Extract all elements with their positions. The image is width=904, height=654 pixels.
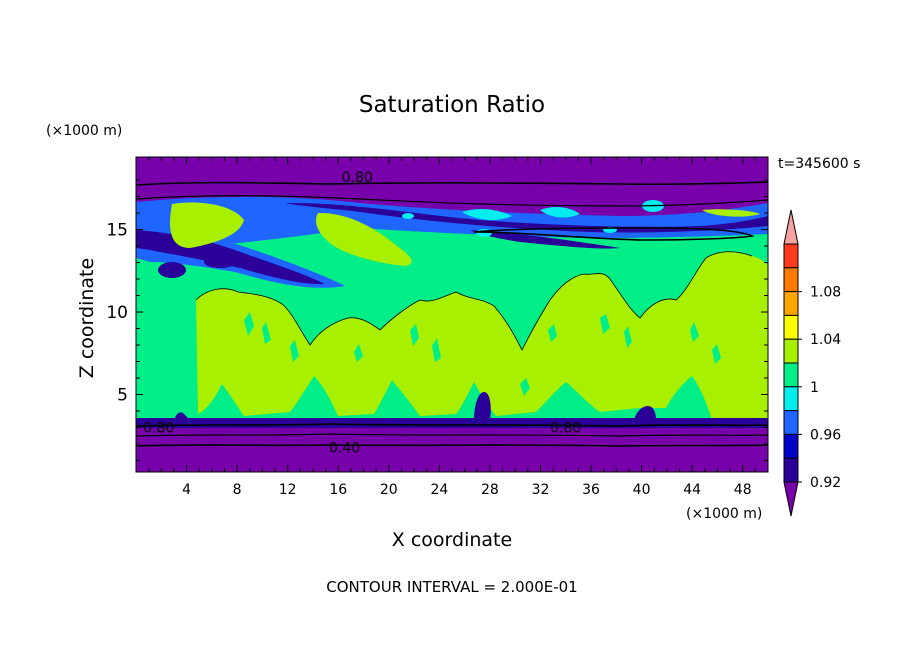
y-units-label: (×1000 m) <box>46 123 122 139</box>
colorbar-bin <box>783 338 799 364</box>
x-tick-label: 8 <box>233 482 242 498</box>
contour-label: 0.40 <box>329 440 360 456</box>
region-bump-27km <box>474 392 491 420</box>
colorbar-under-triangle <box>783 481 799 517</box>
footer-note: CONTOUR INTERVAL = 2.000E-01 <box>326 578 577 596</box>
contour-labels: 0.80 0.80 0.80 0.40 <box>143 170 581 456</box>
x-tick-label: 12 <box>279 482 297 498</box>
colorbar-bin <box>783 291 799 316</box>
colorbar-bin <box>783 410 799 435</box>
colorbar-bin <box>783 433 799 459</box>
contour-upper-line <box>136 195 768 207</box>
region-lime-upper-3 <box>702 209 760 217</box>
contour-label: 0.80 <box>342 170 373 186</box>
x-tick-label: 32 <box>532 482 550 498</box>
region-lime-upper-2 <box>315 212 412 266</box>
colorbar-bin <box>783 386 799 412</box>
chart-title: Saturation Ratio <box>359 92 545 118</box>
x-tick-label: 20 <box>380 482 398 498</box>
region-darkblue-blob <box>158 262 186 278</box>
y-tick-label: 5 <box>117 385 128 405</box>
colorbar-label: 1.04 <box>810 332 841 348</box>
x-tick-label: 4 <box>182 482 191 498</box>
contour-upper-080 <box>136 181 768 186</box>
colorbar-label: 0.92 <box>810 475 841 491</box>
plot-area: 0.80 0.80 0.80 0.40 <box>136 157 768 472</box>
y-tick-label: 15 <box>106 221 128 241</box>
x-axis: 4 8 12 16 20 24 28 32 36 40 44 48 <box>148 157 756 498</box>
region-darkblue-streak <box>470 230 620 249</box>
region-lime-main <box>196 251 768 420</box>
x-tick-label: 36 <box>582 482 600 498</box>
region-darkblue-blob-2 <box>204 256 236 268</box>
x-axis-label: X coordinate <box>392 529 512 551</box>
x-tick-label: 28 <box>481 482 499 498</box>
x-tick-label: 44 <box>683 482 701 498</box>
y-tick-label: 10 <box>106 303 128 323</box>
colorbar-bin <box>783 267 799 293</box>
colorbar-bin <box>783 457 799 483</box>
x-tick-label: 24 <box>430 482 448 498</box>
colorbar-bin <box>783 362 799 388</box>
colorbar-label: 1.08 <box>810 285 841 301</box>
time-label: t=345600 s <box>778 156 860 172</box>
colorbar-label: 1 <box>810 380 819 396</box>
y-axis: 5 10 15 <box>106 179 768 461</box>
colorbar-bin <box>783 243 799 269</box>
contour-lens <box>473 227 755 241</box>
contour-mid-wiggles <box>195 251 753 351</box>
region-cyan-2 <box>540 207 580 218</box>
region-lime-upper-1 <box>170 202 244 248</box>
contour-lower-080 <box>136 423 768 427</box>
contour-lower-060 <box>136 433 768 437</box>
region-cyan-1 <box>462 209 512 221</box>
colorbar: 1.08 1.04 1 0.96 0.92 <box>783 209 841 517</box>
x-tick-label: 40 <box>633 482 651 498</box>
region-bump-40km <box>634 406 656 420</box>
colorbar-over-triangle <box>783 209 799 245</box>
x-tick-label: 48 <box>734 482 752 498</box>
contour-040 <box>136 444 768 447</box>
contour-label: 0.80 <box>143 420 174 436</box>
x-tick-label: 16 <box>329 482 347 498</box>
colorbar-label: 0.96 <box>810 427 841 443</box>
region-cyan-6 <box>402 213 414 219</box>
contour-label: 0.80 <box>550 420 581 436</box>
region-darkblue-lower <box>136 418 768 428</box>
x-units-label: (×1000 m) <box>686 506 762 522</box>
colorbar-bin <box>783 314 799 340</box>
region-bump-4km <box>174 412 190 420</box>
y-axis-label: Z coordinate <box>76 258 98 378</box>
